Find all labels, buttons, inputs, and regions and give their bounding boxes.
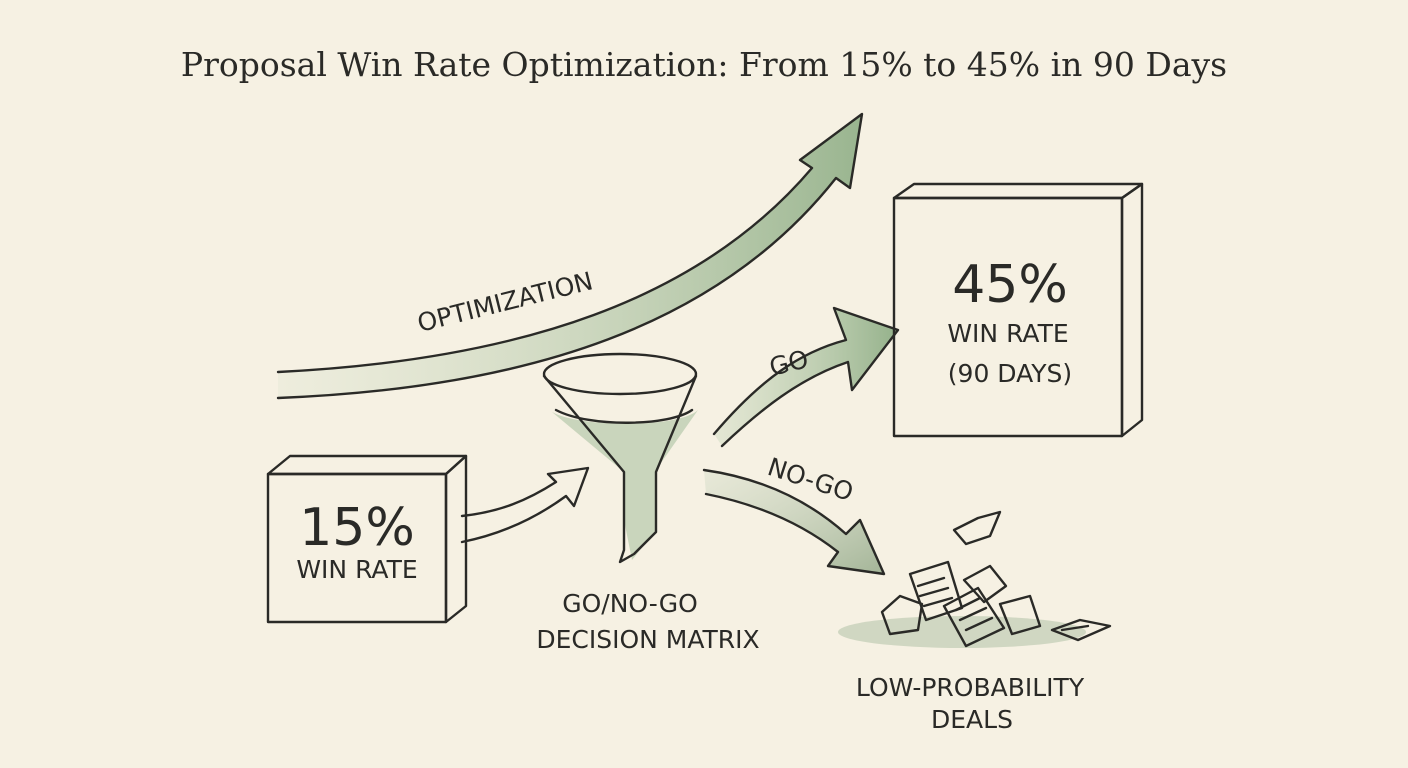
result-box bbox=[892, 182, 1144, 438]
start-value: 15% bbox=[299, 498, 415, 558]
input-arrow bbox=[460, 466, 590, 544]
result-value: 45% bbox=[952, 255, 1068, 315]
nogo-arrow bbox=[702, 468, 886, 576]
discarded-papers-icon bbox=[838, 510, 1112, 648]
start-box bbox=[266, 454, 468, 624]
funnel-label-line1: GO/NO-GO bbox=[562, 589, 698, 618]
discard-label-line1: LOW-PROBABILITY bbox=[856, 673, 1085, 702]
result-label: WIN RATE bbox=[947, 319, 1068, 348]
start-label: WIN RATE bbox=[296, 555, 417, 584]
discard-label-line2: DEALS bbox=[931, 705, 1013, 734]
go-arrow bbox=[712, 306, 900, 448]
result-sub: (90 DAYS) bbox=[948, 359, 1072, 388]
funnel-icon bbox=[542, 352, 698, 564]
funnel-label-line2: DECISION MATRIX bbox=[536, 625, 759, 654]
diagram-title: Proposal Win Rate Optimization: From 15%… bbox=[181, 45, 1227, 84]
optimization-arrow bbox=[276, 112, 864, 400]
